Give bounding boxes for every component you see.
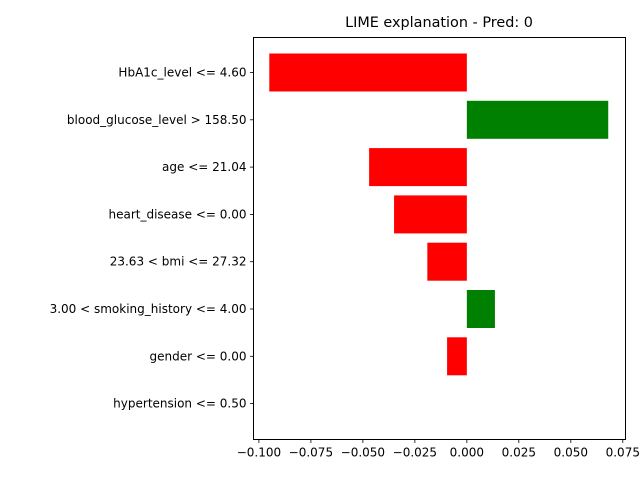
x-tick-label-1: −0.075 xyxy=(289,446,333,460)
bar-3 xyxy=(394,195,467,234)
x-tick-label-2: −0.050 xyxy=(341,446,385,460)
bar-0 xyxy=(269,53,467,92)
y-tick-label-3: heart_disease <= 0.00 xyxy=(108,207,246,221)
x-axis: −0.100 −0.075 −0.050 −0.025 0.000 0.025 0.050 0… xyxy=(237,439,640,460)
y-tick-label-5: 3.00 < smoking_history <= 4.00 xyxy=(50,302,247,316)
bar-6 xyxy=(447,337,467,376)
y-tick-label-6: gender <= 0.00 xyxy=(150,349,247,363)
x-tick-label-4: 0.000 xyxy=(450,446,484,460)
bar-5 xyxy=(466,290,495,328)
y-tick-label-7: hypertension <= 0.50 xyxy=(113,397,246,411)
y-tick-label-0: HbA1c_level <= 4.60 xyxy=(118,66,246,80)
bars-layer xyxy=(269,53,609,376)
y-tick-label-1: blood_glucose_level > 158.50 xyxy=(67,113,247,127)
plot-frame xyxy=(253,37,626,440)
x-tick-label-3: −0.025 xyxy=(393,446,437,460)
bar-4 xyxy=(427,242,467,281)
x-tick-label-7: 0.075 xyxy=(606,446,640,460)
y-tick-labels: HbA1c_level <= 4.60 blood_glucose_level >… xyxy=(50,66,254,411)
bar-2 xyxy=(369,148,467,187)
x-tick-label-0: −0.100 xyxy=(237,446,281,460)
bar-1 xyxy=(466,100,609,139)
x-tick-label-6: 0.050 xyxy=(554,446,588,460)
y-tick-label-4: 23.63 < bmi <= 27.32 xyxy=(110,255,247,269)
chart-title: LIME explanation - Pred: 0 xyxy=(345,15,533,31)
y-tick-label-2: age <= 21.04 xyxy=(162,160,246,174)
x-tick-label-5: 0.025 xyxy=(502,446,536,460)
